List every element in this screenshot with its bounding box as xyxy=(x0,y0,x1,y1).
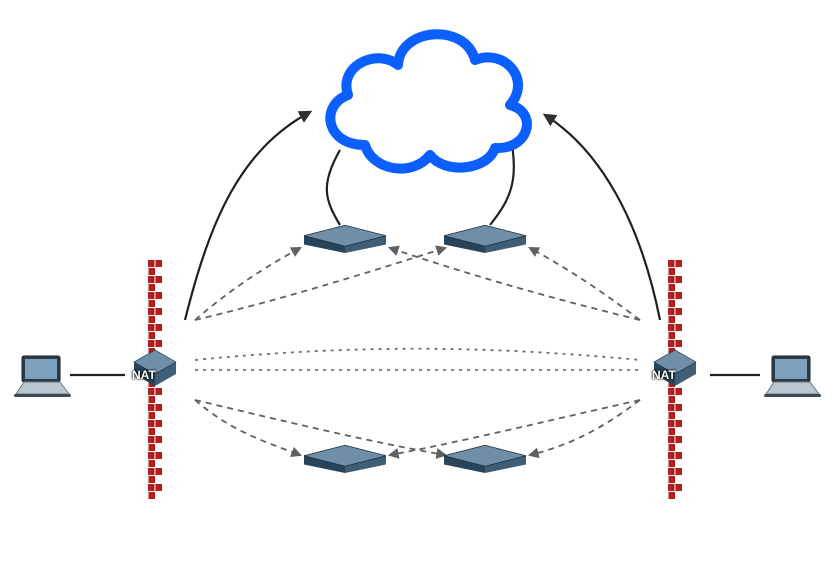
nat-label-right: NAT xyxy=(652,368,676,382)
nat-label-left: NAT xyxy=(132,368,156,382)
router-icon xyxy=(650,340,700,390)
edge xyxy=(530,248,640,320)
server-icon xyxy=(440,220,530,255)
laptop-right-icon xyxy=(760,350,825,400)
internet-cloud-icon xyxy=(300,0,550,190)
edge xyxy=(195,248,300,320)
edge xyxy=(195,349,640,360)
laptop-left-icon xyxy=(10,350,75,400)
network-diagram: { "canvas": { "width": 834, "height": 56… xyxy=(0,0,834,568)
nat-router-left: NAT xyxy=(130,340,180,390)
edge xyxy=(195,248,445,320)
edge xyxy=(545,115,660,320)
server-icon xyxy=(440,440,530,475)
server-icon xyxy=(300,220,390,255)
edge xyxy=(390,248,640,320)
edge xyxy=(185,112,310,320)
server-icon xyxy=(300,440,390,475)
edge xyxy=(530,400,640,455)
router-icon xyxy=(130,340,180,390)
nat-router-right: NAT xyxy=(650,340,700,390)
edge xyxy=(195,400,300,455)
